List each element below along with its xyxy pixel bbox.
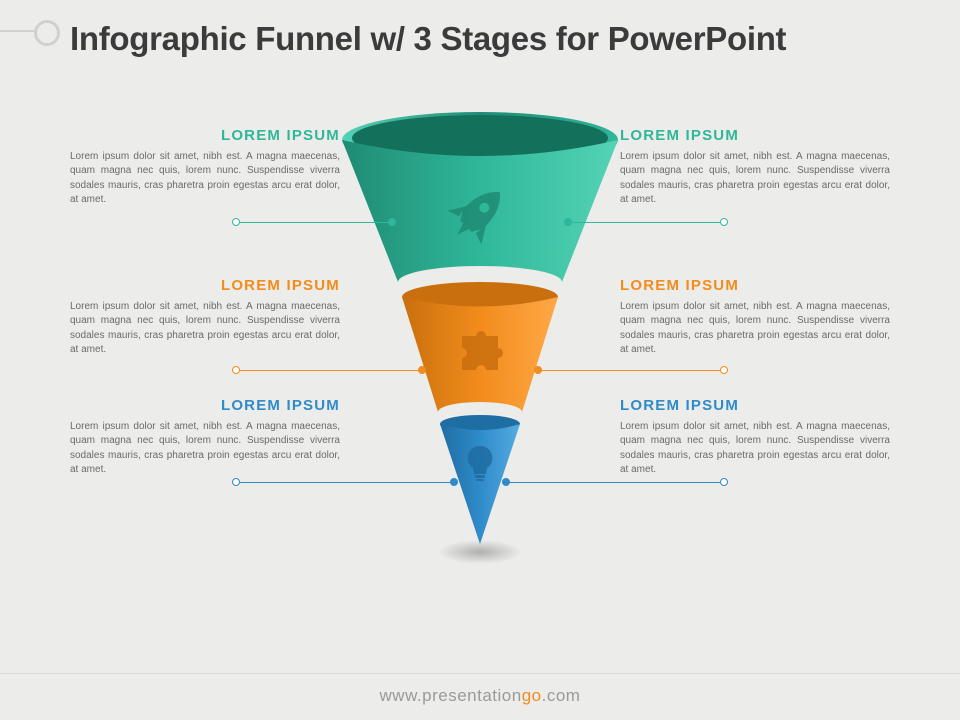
connector-s1-left — [236, 222, 392, 223]
puzzle-icon — [462, 331, 503, 370]
stage3-right-heading: LOREM IPSUM — [620, 397, 890, 414]
stage1-left-heading: LOREM IPSUM — [70, 127, 340, 144]
stage3-right: LOREM IPSUM Lorem ipsum dolor sit amet, … — [620, 397, 890, 478]
stage3-left-body: Lorem ipsum dolor sit amet, nibh est. A … — [70, 420, 340, 478]
funnel-svg — [330, 112, 630, 572]
connector-s2-right — [538, 370, 724, 371]
header-ornament — [0, 30, 40, 32]
stage1-left-body: Lorem ipsum dolor sit amet, nibh est. A … — [70, 150, 340, 208]
stage3-right-body: Lorem ipsum dolor sit amet, nibh est. A … — [620, 420, 890, 478]
stage2-right: LOREM IPSUM Lorem ipsum dolor sit amet, … — [620, 277, 890, 358]
stage2-left-body: Lorem ipsum dolor sit amet, nibh est. A … — [70, 300, 340, 358]
connector-s3-right — [506, 482, 724, 483]
connector-s2-left — [236, 370, 422, 371]
footer: www.presentationgo.com — [0, 673, 960, 720]
stage2-right-heading: LOREM IPSUM — [620, 277, 890, 294]
stage3-left: LOREM IPSUM Lorem ipsum dolor sit amet, … — [70, 397, 340, 478]
footer-suffix: .com — [542, 686, 581, 705]
stage1-right: LOREM IPSUM Lorem ipsum dolor sit amet, … — [620, 127, 890, 208]
stage2-right-body: Lorem ipsum dolor sit amet, nibh est. A … — [620, 300, 890, 358]
stage1-right-body: Lorem ipsum dolor sit amet, nibh est. A … — [620, 150, 890, 208]
stage1-right-heading: LOREM IPSUM — [620, 127, 890, 144]
stage1-left: LOREM IPSUM Lorem ipsum dolor sit amet, … — [70, 127, 340, 208]
stage3-left-heading: LOREM IPSUM — [70, 397, 340, 414]
stage2-left-heading: LOREM IPSUM — [70, 277, 340, 294]
connector-s1-right — [568, 222, 724, 223]
funnel-diagram: LOREM IPSUM Lorem ipsum dolor sit amet, … — [0, 72, 960, 622]
footer-prefix: www.presentation — [380, 686, 522, 705]
footer-accent: go — [522, 686, 542, 705]
page-title: Infographic Funnel w/ 3 Stages for Power… — [70, 20, 930, 58]
stage2-left: LOREM IPSUM Lorem ipsum dolor sit amet, … — [70, 277, 340, 358]
connector-s3-left — [236, 482, 454, 483]
header: Infographic Funnel w/ 3 Stages for Power… — [0, 0, 960, 72]
